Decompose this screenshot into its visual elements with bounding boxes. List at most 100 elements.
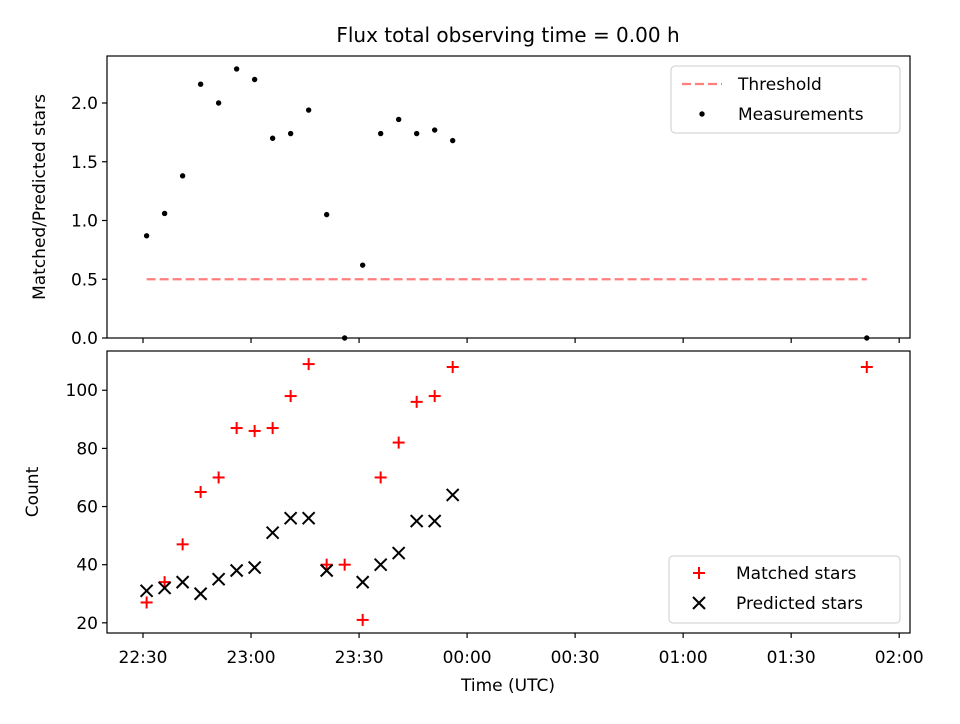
- bottom-legend: Matched stars Predicted stars: [668, 555, 901, 624]
- measurement-point: [161, 210, 168, 217]
- predicted-star-d2: [157, 581, 172, 595]
- predicted-star-d2: [391, 546, 406, 560]
- measurement-point: [143, 233, 150, 239]
- matched-star-point: [230, 422, 243, 435]
- measurement-point: [305, 107, 312, 113]
- matched-star-point: [194, 486, 207, 498]
- matched-star-point: [176, 538, 189, 551]
- predicted-star-point: [409, 514, 424, 528]
- measurement-point: [179, 173, 186, 179]
- predicted-star-d2: [355, 575, 370, 589]
- top-y-tick-label: 2.0: [71, 94, 98, 114]
- top-legend-frame: [670, 65, 901, 134]
- bottom-x-tick-label: 02:00: [875, 648, 924, 668]
- predicted-star-point: [247, 560, 262, 575]
- legend-measurements-label: Measurements: [738, 105, 864, 125]
- matched-star-point: [428, 390, 441, 403]
- predicted-star-d2: [427, 514, 442, 528]
- bottom-y-tick-label: 100: [66, 381, 98, 401]
- predicted-star-point: [301, 511, 316, 525]
- predicted-star-d2: [301, 511, 316, 525]
- predicted-star-point: [229, 563, 244, 578]
- legend-matched-label: Matched stars: [736, 564, 856, 584]
- predicted-star-point: [265, 525, 280, 540]
- top-x-axis: [142, 338, 900, 343]
- predicted-star-d2: [409, 514, 424, 528]
- bottom-plot-frame: [106, 350, 911, 634]
- measurement-point: [197, 81, 204, 87]
- measurement-point: [287, 130, 294, 137]
- bottom-y-tick-label: 60: [76, 498, 98, 518]
- matched-stars-series: [140, 358, 873, 626]
- measurement-point: [233, 66, 240, 72]
- top-y-axis-label: Matched/Predicted stars: [30, 94, 50, 300]
- bottom-y-tick-label: 80: [76, 439, 98, 459]
- measurement-point: [377, 130, 384, 137]
- matched-star-point: [302, 358, 315, 371]
- predicted-star-point: [355, 575, 370, 589]
- predicted-star-d2: [139, 584, 154, 598]
- measurement-point: [413, 130, 420, 137]
- measurement-point: [269, 135, 276, 141]
- measurement-point: [359, 262, 366, 268]
- predicted-star-point: [319, 563, 334, 578]
- predicted-star-d2: [193, 587, 208, 601]
- predicted-star-d2: [265, 525, 280, 540]
- predicted-stars-series: [139, 488, 460, 601]
- legend-predicted-swatch: [692, 596, 706, 610]
- predicted-star-d2: [175, 575, 190, 589]
- bottom-x-tick-label: 23:00: [227, 648, 276, 668]
- bottom-x-tick-label: 22:30: [119, 648, 168, 668]
- bottom-x-tick-label: 00:30: [551, 648, 600, 668]
- predicted-star-point: [157, 581, 172, 595]
- bottom-y-tick-label: 40: [76, 556, 98, 576]
- matched-star-point: [140, 596, 153, 609]
- matched-star-point: [356, 613, 369, 626]
- bottom-y-tick-label: 20: [76, 614, 98, 634]
- predicted-star-point: [211, 572, 226, 586]
- measurements-series: [143, 66, 870, 341]
- predicted-star-point: [391, 546, 406, 560]
- predicted-star-point: [139, 584, 154, 598]
- top-y-tick-label: 1.0: [71, 212, 98, 232]
- matched-star-point: [338, 558, 351, 571]
- bottom-y-axis: 20 40 60 80 100: [66, 381, 107, 634]
- predicted-star-d2: [445, 488, 460, 502]
- top-y-axis: 0.0 0.5 1.0 1.5 2.0: [71, 94, 107, 349]
- predicted-star-point: [193, 587, 208, 601]
- predicted-star-d2: [283, 511, 298, 525]
- predicted-star-point: [175, 575, 190, 589]
- matched-star-point: [410, 395, 423, 408]
- top-plot-frame: [106, 55, 911, 339]
- measurement-point: [323, 211, 330, 218]
- matched-star-point: [212, 471, 225, 484]
- predicted-star-d2: [319, 563, 334, 578]
- legend-matched-swatch: [693, 567, 705, 579]
- matched-star-point: [374, 471, 387, 484]
- measurement-point: [431, 127, 438, 133]
- top-legend: Threshold Measurements: [670, 65, 901, 134]
- matched-star-point: [266, 422, 279, 435]
- predicted-star-d2: [229, 563, 244, 578]
- measurement-point: [449, 137, 456, 144]
- bottom-x-tick-label: 00:00: [443, 648, 492, 668]
- matched-star-point: [446, 360, 459, 373]
- legend-predicted-label: Predicted stars: [736, 594, 863, 614]
- bottom-x-tick-label: 23:30: [335, 648, 384, 668]
- top-y-tick-label: 0.0: [71, 329, 98, 349]
- predicted-star-point: [283, 511, 298, 525]
- bottom-legend-frame: [668, 555, 901, 624]
- legend-measurements-swatch: [699, 111, 705, 117]
- matched-star-point: [320, 558, 333, 571]
- matched-star-point: [860, 360, 873, 373]
- measurement-point: [251, 76, 258, 83]
- bottom-y-axis-label: Count: [23, 466, 43, 517]
- matched-star-point: [248, 424, 261, 437]
- top-y-tick-label: 0.5: [71, 270, 98, 290]
- predicted-star-d2: [247, 560, 262, 575]
- chart-title: Flux total observing time = 0.00 h: [336, 23, 679, 47]
- predicted-star-point: [445, 488, 460, 502]
- bottom-x-tick-label: 01:00: [659, 648, 708, 668]
- predicted-star-point: [373, 557, 388, 572]
